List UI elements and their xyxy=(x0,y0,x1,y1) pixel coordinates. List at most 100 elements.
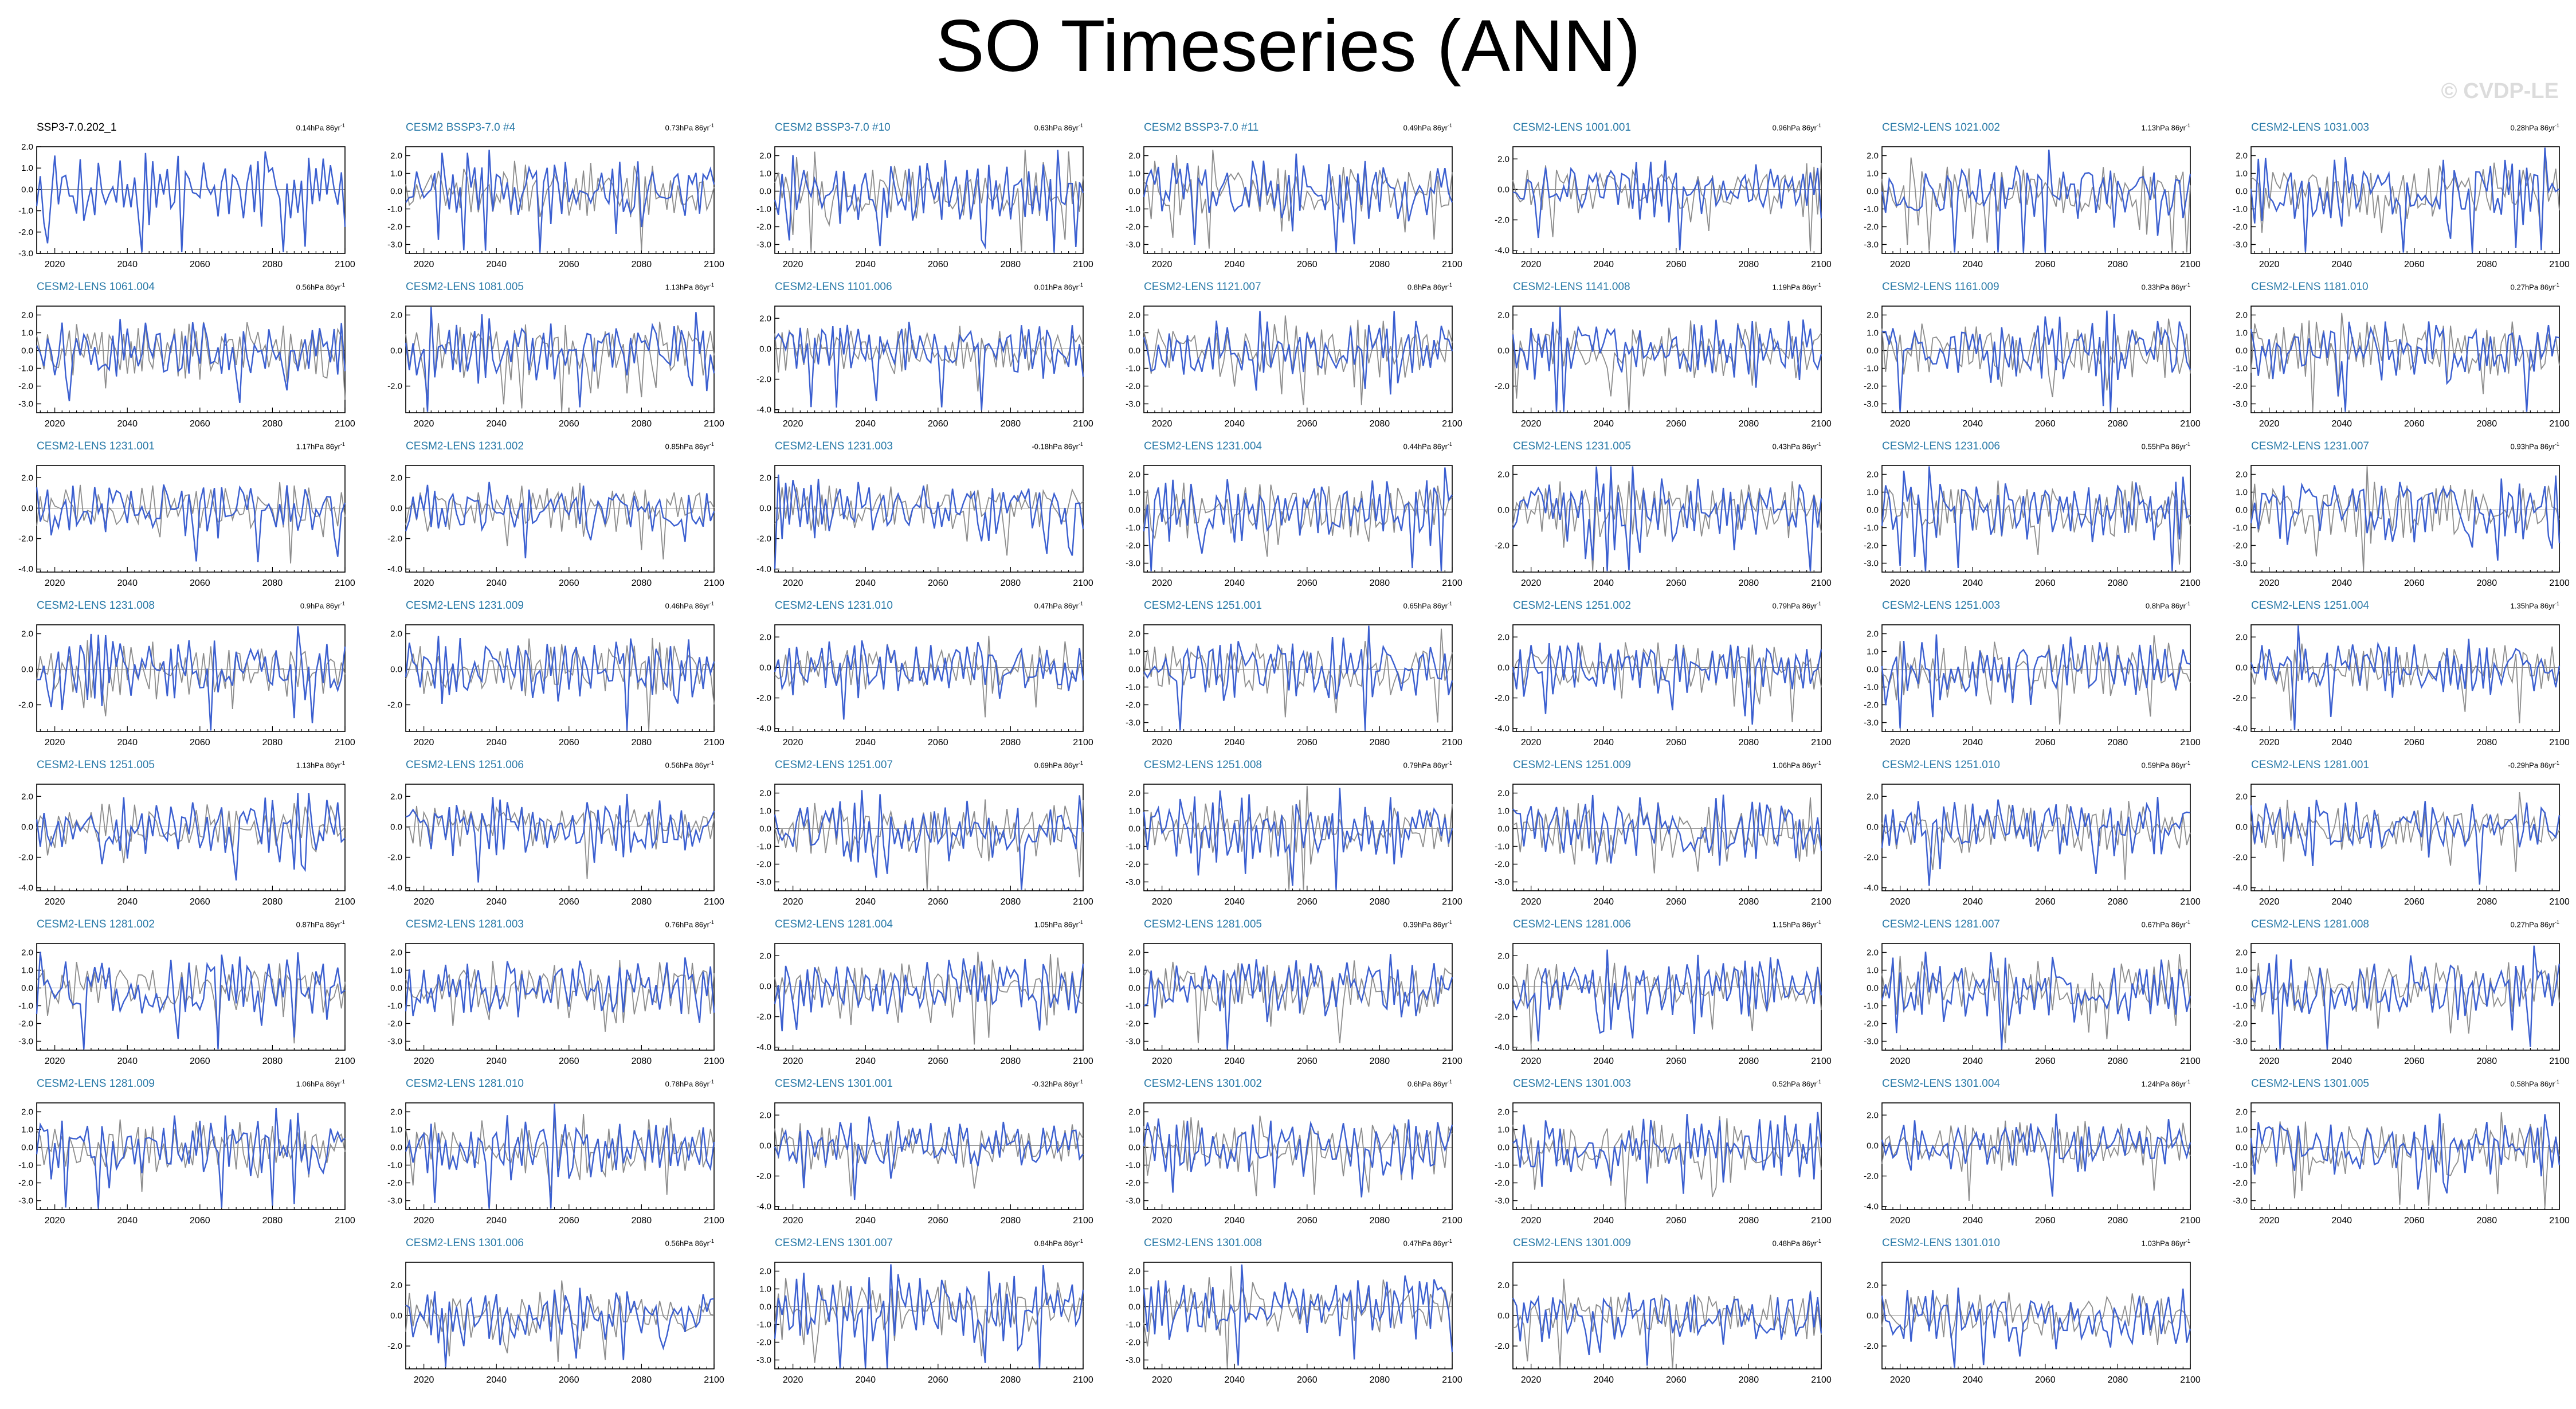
y-tick-label: 1.0 xyxy=(2236,169,2248,179)
panel-title: CESM2-LENS 1281.001 xyxy=(2251,759,2369,771)
x-tick-label: 2020 xyxy=(2259,1216,2280,1226)
panel-title: CESM2-LENS 1281.006 xyxy=(1513,918,1631,930)
y-tick-label: -4.0 xyxy=(1495,246,1509,256)
y-tick-label: -3.0 xyxy=(1126,1037,1140,1047)
member-series-line xyxy=(36,1107,346,1209)
y-tick-label: 1.0 xyxy=(2236,488,2248,498)
panel-trend-label: 0.01hPa 86yr-1 xyxy=(1034,282,1083,292)
panel-title: CESM2-LENS 1161.009 xyxy=(1882,281,1999,293)
y-tick-label: 1.0 xyxy=(1497,807,1509,816)
member-series-line xyxy=(2250,147,2560,253)
panel-trend-label: 0.56hPa 86yr-1 xyxy=(665,1238,714,1248)
plot-frame xyxy=(1512,146,1822,254)
y-tick-label: 2.0 xyxy=(390,1107,402,1117)
member-series-line xyxy=(1143,788,1453,890)
x-tick-label: 2040 xyxy=(117,1216,138,1226)
panel-title: CESM2-LENS 1281.008 xyxy=(2251,918,2369,930)
x-tick-label: 2020 xyxy=(1890,897,1911,907)
y-tick-label: 2.0 xyxy=(1497,632,1509,642)
panel-trend-label: 0.49hPa 86yr-1 xyxy=(1403,123,1452,132)
y-tick-label: -3.0 xyxy=(1126,400,1140,409)
y-tick-label: -2.0 xyxy=(18,228,33,237)
panel-trend-label: 0.47hPa 86yr-1 xyxy=(1034,601,1083,610)
y-tick-label: -2.0 xyxy=(387,1341,402,1351)
reference-series-line xyxy=(774,635,1084,718)
reference-series-line xyxy=(1881,480,2191,565)
plot-frame xyxy=(2250,306,2560,413)
y-tick-label: -2.0 xyxy=(756,1172,771,1181)
panel-trend-label: -0.18hPa 86yr-1 xyxy=(1032,441,1083,451)
y-tick-label: -1.0 xyxy=(1126,1320,1140,1330)
y-tick-label: 2.0 xyxy=(1867,470,1879,480)
panel-title: CESM2-LENS 1301.007 xyxy=(775,1237,893,1249)
x-tick-label: 2040 xyxy=(855,1056,876,1066)
y-tick-label: 1.0 xyxy=(1128,807,1140,816)
x-tick-label: 2040 xyxy=(1593,738,1614,747)
chart-panel: CESM2-LENS 1231.010 0.47hPa 86yr-1 2.0 0.0 -… xyxy=(739,598,1093,751)
panel-trend-label: 0.27hPa 86yr-1 xyxy=(2510,282,2559,292)
y-tick-label: 0.0 xyxy=(759,1141,771,1150)
x-tick-label: 2100 xyxy=(704,897,724,907)
member-series-line xyxy=(2250,800,2561,885)
y-tick-label: 1.0 xyxy=(1128,169,1140,179)
x-tick-label: 2100 xyxy=(1442,419,1463,429)
x-tick-label: 2100 xyxy=(335,260,355,269)
panel-plot: 2.0 0.0 -2.0 -4.0 2020 2040 2060 2080 2100 xyxy=(1864,784,2201,907)
plot-frame xyxy=(36,146,346,254)
plot-frame xyxy=(1143,465,1453,573)
x-tick-label: 2060 xyxy=(559,897,579,907)
panel-trend-label: 0.28hPa 86yr-1 xyxy=(2510,123,2559,132)
member-series-line xyxy=(1143,153,1453,253)
panel-plot: 2.0 1.0 0.0 -1.0 -2.0 -3.0 2020 2040 2060 2080 210… xyxy=(2233,306,2570,429)
y-tick-label: 2.0 xyxy=(759,473,771,483)
member-series-line xyxy=(1512,949,1822,1042)
y-tick-label: -1.0 xyxy=(2233,205,2248,214)
reference-series-line xyxy=(1143,785,1453,890)
y-tick-label: -1.0 xyxy=(387,205,402,214)
y-tick-label: 0.0 xyxy=(390,1143,402,1153)
member-series-line xyxy=(36,319,346,403)
panel-trend-label: 0.33hPa 86yr-1 xyxy=(2141,282,2190,292)
member-series-line xyxy=(405,957,715,1023)
x-tick-label: 2100 xyxy=(1442,1216,1463,1226)
reference-series-line xyxy=(36,1119,346,1192)
y-tick-label: -4.0 xyxy=(756,565,771,574)
plot-frame xyxy=(405,784,715,891)
x-tick-label: 2020 xyxy=(1152,260,1173,269)
panel-plot: 2.0 0.0 -2.0 -4.0 2020 2040 2060 2080 2100 xyxy=(756,465,1093,588)
panel-plot: 2.0 0.0 -2.0 -4.0 2020 2040 2060 2080 2100 xyxy=(1864,1102,2201,1226)
panel-trend-label: 0.84hPa 86yr-1 xyxy=(1034,1238,1083,1248)
y-tick-label: 2.0 xyxy=(2236,632,2248,642)
y-tick-label: 2.0 xyxy=(390,1281,402,1290)
member-series-line xyxy=(1143,954,1453,1050)
y-tick-label: -4.0 xyxy=(2233,883,2248,893)
y-tick-label: 2.0 xyxy=(390,948,402,958)
member-series-line xyxy=(1512,1291,1822,1366)
member-series-line xyxy=(2250,945,2561,1050)
panel-plot: 2.0 1.0 0.0 -1.0 -2.0 -3.0 2020 2040 2060 2080 210… xyxy=(18,306,355,429)
panel-title: CESM2-LENS 1061.004 xyxy=(37,281,155,293)
x-tick-label: 2100 xyxy=(1811,419,1832,429)
panel-title: CESM2-LENS 1251.006 xyxy=(406,759,524,771)
chart-panel: CESM2-LENS 1141.008 1.19hPa 86yr-1 2.0 0.0 -… xyxy=(1477,280,1832,432)
chart-panel: CESM2-LENS 1021.002 1.13hPa 86yr-1 2.0 1.0 0… xyxy=(1846,120,2201,273)
y-tick-label: -2.0 xyxy=(1864,1341,1879,1351)
x-tick-label: 2080 xyxy=(632,260,652,269)
chart-panel: CESM2-LENS 1301.001 -0.32hPa 86yr-1 2.0 0.0… xyxy=(739,1077,1093,1229)
plot-frame xyxy=(774,1102,1084,1210)
y-tick-label: -3.0 xyxy=(1864,1037,1879,1047)
x-tick-label: 2040 xyxy=(855,897,876,907)
x-tick-label: 2100 xyxy=(2180,897,2201,907)
panel-trend-label: 1.24hPa 86yr-1 xyxy=(2141,1079,2190,1089)
x-tick-label: 2040 xyxy=(1593,1056,1614,1066)
x-tick-label: 2020 xyxy=(783,897,803,907)
y-tick-label: -2.0 xyxy=(1126,541,1140,551)
x-tick-label: 2080 xyxy=(1001,1216,1021,1226)
y-tick-label: 0.0 xyxy=(1867,822,1879,832)
x-tick-label: 2100 xyxy=(2180,1056,2201,1066)
y-tick-label: -1.0 xyxy=(387,1161,402,1171)
member-series-line xyxy=(36,952,346,1050)
y-tick-label: -2.0 xyxy=(387,382,402,392)
y-tick-label: -4.0 xyxy=(2233,724,2248,734)
y-tick-label: 0.0 xyxy=(1128,506,1140,515)
